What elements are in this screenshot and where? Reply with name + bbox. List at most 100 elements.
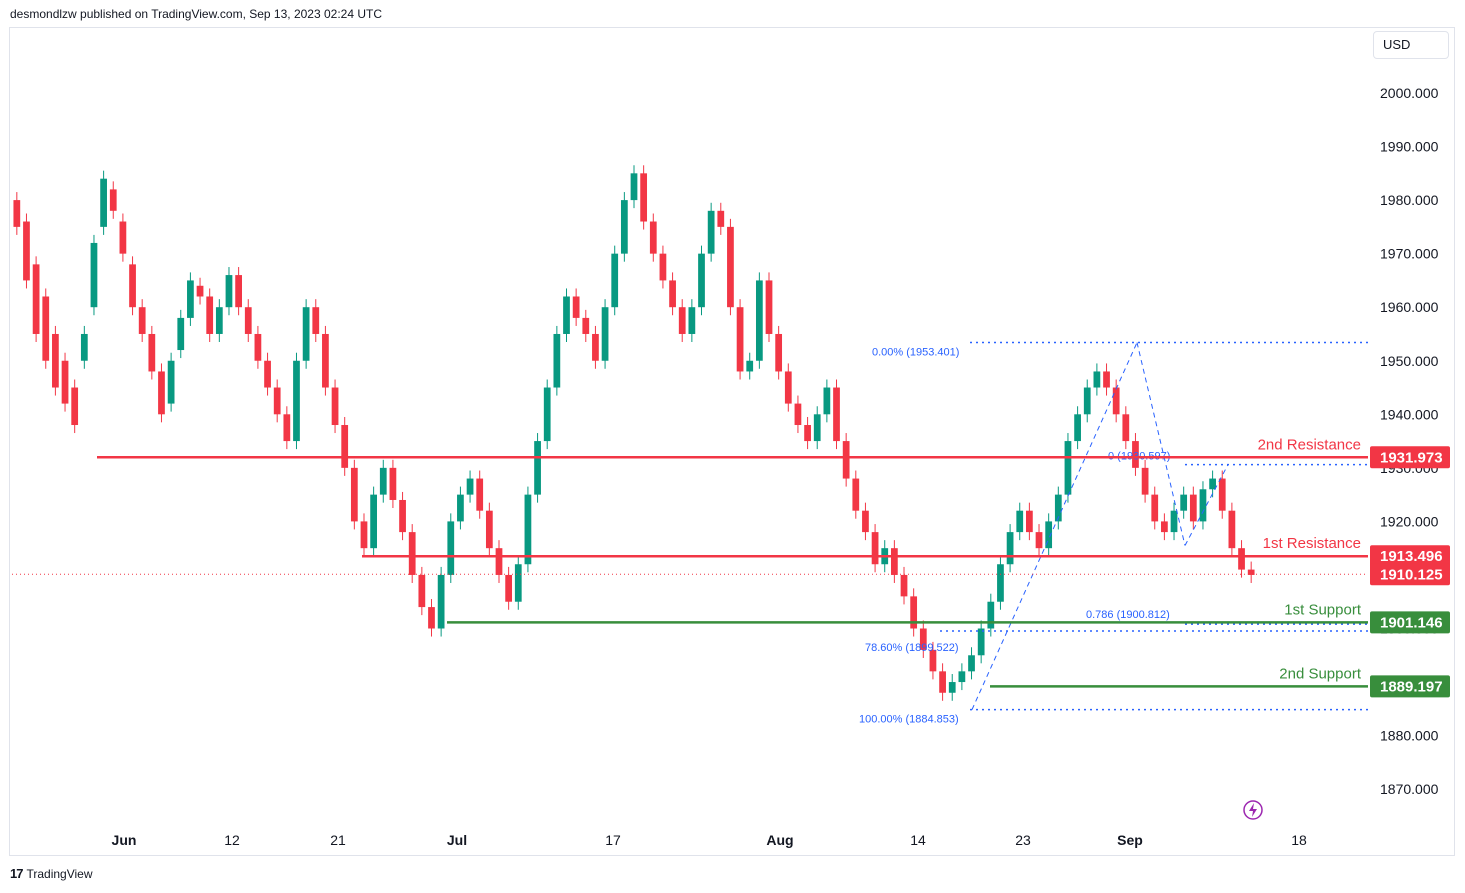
- candle-body: [611, 253, 619, 308]
- candle-body: [447, 521, 455, 575]
- candle-body: [862, 510, 869, 533]
- price-badge-support: [1370, 611, 1450, 634]
- candle-body: [833, 387, 840, 442]
- candle-body: [890, 548, 898, 575]
- candle-body: [1103, 371, 1110, 388]
- price-badge-text: 1889.197: [1380, 678, 1443, 695]
- candle-body: [1093, 371, 1101, 388]
- level-label-resistance: 2nd Resistance: [1258, 436, 1361, 453]
- candle-body: [717, 210, 725, 227]
- candle-body: [707, 210, 715, 254]
- candle-body: [485, 510, 493, 549]
- candle-body: [977, 628, 985, 656]
- fib-trend-line: [1184, 464, 1229, 546]
- lightning-icon[interactable]: [1243, 800, 1263, 820]
- candle-body: [187, 280, 194, 318]
- candle-body: [1026, 510, 1033, 533]
- y-tick-label: 1870.000: [1380, 781, 1439, 797]
- candle-body: [784, 371, 792, 404]
- y-tick-label: 1970.000: [1380, 246, 1439, 262]
- candle-body: [1209, 478, 1216, 490]
- candle-body: [755, 280, 763, 361]
- x-tick-label: 23: [1015, 832, 1031, 848]
- candle-body: [1170, 510, 1178, 533]
- candle-body: [910, 596, 918, 629]
- candle-body: [919, 628, 927, 650]
- last-price-badge: [1370, 563, 1450, 586]
- tradingview-footer: 17 TradingView: [10, 866, 93, 881]
- fib-level-label: 0.00% (1953.401): [872, 347, 959, 359]
- candle-body: [592, 333, 599, 361]
- candle-body: [1151, 494, 1159, 522]
- candle-body: [138, 307, 146, 334]
- x-tick-label: 17: [605, 832, 621, 848]
- candle-body: [418, 574, 426, 608]
- fib-level-label: 78.60% (1899.522): [865, 642, 959, 654]
- candle-body: [370, 494, 378, 549]
- candle-body: [109, 189, 117, 211]
- level-label-resistance: 1st Resistance: [1263, 535, 1361, 552]
- candle-body: [379, 467, 387, 495]
- candle-body: [698, 253, 705, 308]
- candle-body: [1122, 414, 1130, 442]
- candle-body: [640, 173, 648, 222]
- currency-selector[interactable]: USD: [1373, 31, 1449, 59]
- candle-body: [804, 425, 811, 442]
- candle-body: [293, 360, 300, 442]
- chart-frame: [9, 27, 1455, 856]
- candle-body: [331, 387, 339, 426]
- candle-body: [852, 478, 860, 511]
- candle-body: [437, 574, 445, 629]
- price-badge-resistance: [1370, 446, 1450, 469]
- candle-body: [543, 387, 551, 442]
- candle-body: [1064, 441, 1072, 495]
- candle-body: [42, 296, 50, 361]
- candle-body: [939, 671, 946, 693]
- candle-body: [244, 307, 252, 334]
- last-price-badge-text: 1910.125: [1380, 566, 1443, 583]
- candle-body: [90, 242, 98, 308]
- candle-body: [206, 296, 214, 334]
- candle-body: [688, 307, 696, 334]
- candle-body: [765, 280, 773, 334]
- candle-body: [1132, 441, 1139, 468]
- candle-body: [119, 221, 127, 254]
- candle-body: [746, 360, 754, 372]
- candle-body: [350, 467, 358, 522]
- y-tick-label: 1960.000: [1380, 299, 1439, 315]
- candle-body: [630, 173, 638, 201]
- candle-body: [1218, 478, 1226, 511]
- candle-body: [929, 649, 937, 672]
- candle-body: [582, 317, 590, 334]
- candle-body: [254, 333, 262, 361]
- candle-body: [524, 494, 532, 565]
- candle-body: [457, 494, 464, 522]
- candle-body: [158, 371, 165, 415]
- candle-body: [1189, 494, 1197, 522]
- candle-body: [948, 682, 956, 693]
- candle-body: [215, 307, 223, 334]
- candle-body: [649, 221, 657, 254]
- candle-body: [1247, 569, 1255, 575]
- candle-body: [80, 333, 88, 361]
- candle-body: [659, 253, 667, 281]
- y-tick-label: 1980.000: [1380, 192, 1439, 208]
- candle-body: [1112, 387, 1120, 415]
- x-tick-label: Jul: [447, 832, 467, 848]
- candle-body: [563, 296, 570, 334]
- candle-body: [235, 275, 242, 308]
- candle-body: [23, 221, 30, 281]
- level-label-support: 1st Support: [1284, 601, 1362, 618]
- lightning-bolt-icon: [1249, 803, 1257, 817]
- candle-body: [620, 200, 628, 254]
- candle-body: [1238, 548, 1245, 570]
- candle-body: [1016, 510, 1024, 533]
- candle-body: [514, 564, 522, 602]
- x-tick-label: Jun: [112, 832, 137, 848]
- y-tick-label: 1990.000: [1380, 139, 1439, 155]
- candle-body: [302, 307, 310, 361]
- candle-body: [322, 333, 329, 388]
- candle-body: [13, 200, 21, 227]
- x-tick-label: Sep: [1117, 832, 1143, 848]
